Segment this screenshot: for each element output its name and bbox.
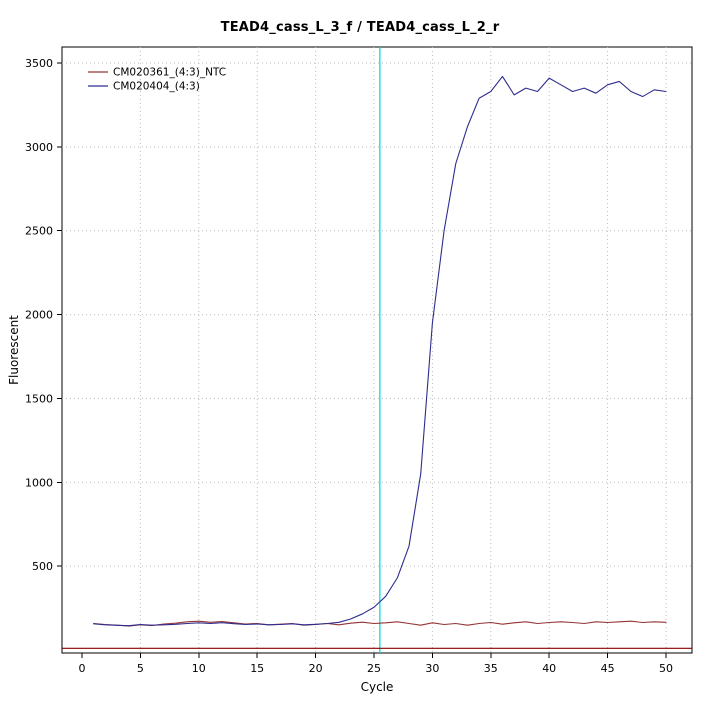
- y-tick-label: 3500: [25, 57, 53, 70]
- axis-tick-labels: 0 5 10 15 20 25 30 35 40 45 50 500 1000 1500 2000 2500 3…: [25, 57, 673, 675]
- plot-border: [61, 46, 693, 654]
- x-tick-label: 5: [137, 662, 144, 675]
- x-tick-label: 20: [309, 662, 323, 675]
- x-tick-label: 10: [192, 662, 206, 675]
- x-tick-label: 15: [250, 662, 264, 675]
- y-tick-label: 3000: [25, 141, 53, 154]
- y-tick-label: 1500: [25, 392, 53, 405]
- series-line-0: [93, 620, 667, 627]
- series-line-1: [93, 75, 667, 627]
- x-tick-label: 50: [659, 662, 673, 675]
- axis-ticks: [57, 62, 667, 658]
- x-tick-label: 35: [484, 662, 498, 675]
- y-tick-label: 500: [32, 560, 53, 573]
- chart-title: TEAD4_cass_L_3_f / TEAD4_cass_L_2_r: [220, 20, 500, 35]
- x-tick-label: 25: [367, 662, 381, 675]
- x-axis-label: Cycle: [361, 680, 394, 694]
- y-tick-label: 2500: [25, 225, 53, 238]
- y-tick-label: 2000: [25, 309, 53, 322]
- legend-label-0: CM020361_(4:3)_NTC: [113, 67, 226, 79]
- x-tick-label: 45: [601, 662, 615, 675]
- grid-lines: [62, 47, 692, 653]
- x-tick-label: 30: [425, 662, 439, 675]
- legend: CM020361_(4:3)_NTC CM020404_(4:3): [88, 67, 226, 93]
- x-tick-label: 40: [542, 662, 556, 675]
- x-tick-label: 0: [79, 662, 86, 675]
- legend-label-1: CM020404_(4:3): [113, 81, 200, 93]
- y-tick-label: 1000: [25, 476, 53, 489]
- y-axis-label: Fluorescent: [7, 315, 21, 385]
